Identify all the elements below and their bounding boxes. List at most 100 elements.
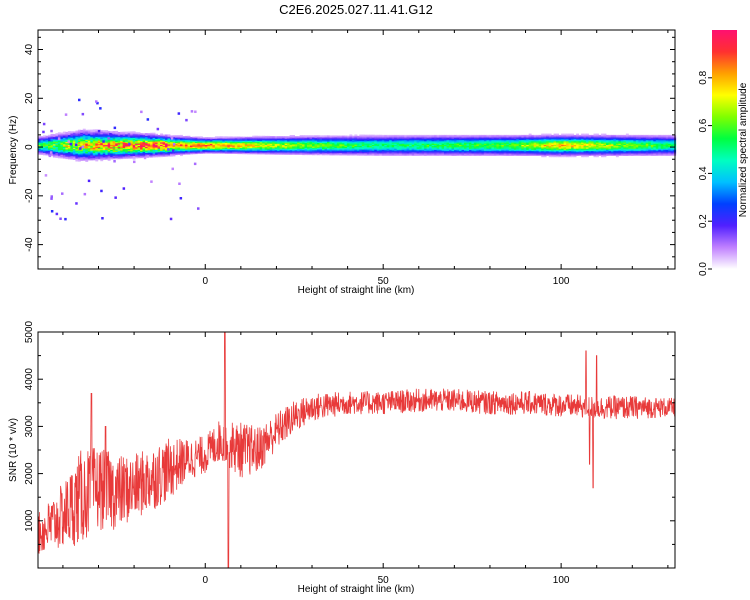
heatmap-cell [180, 153, 183, 155]
heatmap-cell [95, 139, 99, 141]
heatmap-cell [449, 136, 452, 138]
heatmap-cell [615, 154, 619, 156]
heatmap-speckle [146, 155, 150, 158]
heatmap-cell [307, 147, 310, 149]
heatmap-cell [608, 149, 612, 152]
heatmap-cell [165, 143, 168, 145]
heatmap-cell [272, 147, 276, 149]
heatmap-cell [623, 139, 627, 142]
heatmap-cell [65, 142, 69, 145]
heatmap-cell [359, 134, 363, 137]
y-tick-label: 1000 [24, 509, 35, 532]
heatmap-cell [404, 134, 408, 137]
heatmap-cell [132, 132, 136, 135]
heatmap-cell [553, 148, 557, 150]
heatmap-cell [247, 151, 251, 153]
heatmap-cell [167, 134, 171, 136]
heatmap-cell [401, 153, 405, 155]
heatmap-cell [571, 133, 574, 136]
heatmap-cell [511, 145, 515, 148]
heatmap-cell [518, 151, 522, 154]
heatmap-cell [491, 150, 495, 153]
heatmap-cell [354, 148, 358, 150]
heatmap-cell [140, 149, 143, 151]
heatmap-cell [464, 145, 467, 148]
heatmap-cell [322, 151, 325, 153]
heatmap-cell [262, 143, 266, 145]
heatmap-cell [135, 154, 139, 156]
heatmap-cell [558, 154, 562, 156]
heatmap-cell [289, 153, 293, 155]
heatmap-cell [105, 154, 109, 157]
heatmap-cell [610, 149, 614, 152]
heatmap-cell [232, 151, 236, 153]
heatmap-cell [90, 130, 94, 133]
heatmap-cell [349, 136, 353, 139]
heatmap-cell [80, 132, 84, 134]
heatmap-cell [583, 141, 587, 143]
heatmap-cell [165, 154, 168, 156]
heatmap-cell [72, 138, 76, 141]
heatmap-cell [259, 138, 263, 140]
heatmap-cell [334, 139, 338, 141]
heatmap-cell [95, 134, 99, 136]
heatmap-cell [513, 145, 517, 148]
heatmap-cell [242, 152, 246, 155]
heatmap-cell [628, 134, 632, 137]
heatmap-cell [558, 139, 562, 142]
heatmap-cell [160, 137, 163, 139]
heatmap-cell [349, 140, 353, 143]
heatmap-cell [299, 152, 303, 154]
heatmap-cell [254, 138, 258, 140]
heatmap-cell [322, 137, 325, 140]
heatmap-cell [70, 132, 74, 135]
heatmap-cell [167, 145, 171, 147]
heatmap-cell [267, 150, 271, 153]
heatmap-cell [57, 151, 61, 154]
heatmap-cell [287, 141, 290, 143]
heatmap-cell [630, 147, 634, 149]
heatmap-cell [586, 145, 589, 148]
heatmap-cell [304, 136, 308, 138]
heatmap-cell [284, 153, 288, 155]
heatmap-cell [583, 149, 587, 152]
heatmap-cell [456, 149, 460, 152]
snr-plot-area [37, 331, 676, 569]
heatmap-cell [222, 149, 226, 152]
heatmap-cell [115, 141, 119, 144]
heatmap-speckle [96, 101, 99, 105]
heatmap-cell [603, 153, 607, 155]
heatmap-cell [110, 142, 114, 144]
heatmap-cell [62, 143, 66, 146]
heatmap-cell [284, 139, 288, 142]
heatmap-cell [429, 151, 432, 154]
heatmap-cell [471, 142, 475, 144]
heatmap-cell [655, 147, 659, 149]
heatmap-cell [436, 145, 440, 148]
heatmap-cell [401, 134, 405, 137]
heatmap-cell [145, 144, 148, 146]
heatmap-cell [57, 153, 61, 155]
heatmap-cell [50, 149, 54, 152]
heatmap-cell [454, 143, 457, 145]
heatmap-cell [424, 149, 427, 152]
heatmap-cell [416, 143, 420, 145]
heatmap-cell [70, 148, 74, 150]
heatmap-cell [454, 150, 457, 153]
heatmap-cell [409, 144, 413, 147]
heatmap-cell [401, 136, 405, 138]
heatmap-cell [55, 138, 59, 140]
heatmap-cell [439, 147, 442, 149]
heatmap-cell [324, 151, 328, 153]
heatmap-cell [419, 143, 422, 145]
heatmap-cell [92, 141, 96, 144]
heatmap-cell [668, 143, 672, 145]
heatmap-cell [421, 143, 425, 145]
heatmap-cell [125, 140, 129, 142]
heatmap-cell [137, 154, 141, 156]
heatmap-cell [100, 149, 104, 152]
heatmap-cell [578, 153, 582, 155]
heatmap-cell [536, 137, 540, 139]
heatmap-cell [581, 153, 584, 155]
heatmap-cell [441, 153, 445, 155]
